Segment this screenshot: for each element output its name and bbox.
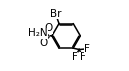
Text: Br: Br <box>50 9 62 19</box>
Text: O: O <box>39 38 48 47</box>
Text: S: S <box>42 29 49 42</box>
Text: F: F <box>80 52 85 62</box>
Text: O: O <box>44 23 53 33</box>
Text: F: F <box>72 52 78 62</box>
Text: F: F <box>84 44 90 54</box>
Text: H₂N: H₂N <box>28 28 47 38</box>
